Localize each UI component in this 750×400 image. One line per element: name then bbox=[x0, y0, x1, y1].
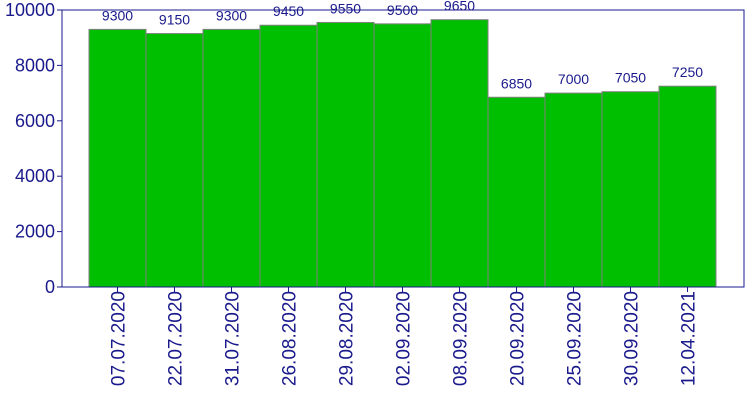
y-tick-label: 6000 bbox=[15, 111, 55, 131]
data-label: 9300 bbox=[102, 7, 133, 23]
bars-group bbox=[88, 19, 717, 288]
x-tick-label: 26.08.2020 bbox=[280, 291, 301, 386]
x-tick-label: 30.09.2020 bbox=[622, 291, 643, 386]
bar-07.07.2020 bbox=[88, 28, 147, 288]
data-label: 9450 bbox=[273, 3, 304, 19]
y-tick-label: 8000 bbox=[15, 55, 55, 75]
bar-08.09.2020 bbox=[430, 19, 489, 288]
bar-31.07.2020 bbox=[202, 28, 261, 288]
data-label: 9300 bbox=[216, 7, 247, 23]
x-tick-label: 12.04.2021 bbox=[679, 291, 700, 386]
x-tick-label: 31.07.2020 bbox=[223, 291, 244, 386]
bar-12.04.2021 bbox=[658, 85, 717, 288]
x-tick-label: 08.09.2020 bbox=[451, 291, 472, 386]
bar-30.09.2020 bbox=[601, 91, 660, 288]
data-label: 7050 bbox=[615, 70, 646, 86]
x-tick-label: 07.07.2020 bbox=[109, 291, 130, 386]
x-tick-label: 22.07.2020 bbox=[166, 291, 187, 386]
data-label: 7250 bbox=[672, 64, 703, 80]
y-tick-label: 4000 bbox=[15, 166, 55, 186]
plot-frame bbox=[61, 9, 745, 288]
x-tick-label: 02.09.2020 bbox=[394, 291, 415, 386]
data-label: 9150 bbox=[159, 12, 190, 28]
bar-26.08.2020 bbox=[259, 24, 318, 288]
x-axis: 07.07.2020 22.07.2020 31.07.2020 26.08.2020… bbox=[109, 287, 700, 386]
y-tick-label: 2000 bbox=[15, 222, 55, 242]
data-label: 7000 bbox=[558, 71, 589, 87]
x-tick-label: 29.08.2020 bbox=[337, 291, 358, 386]
data-label: 9550 bbox=[330, 0, 361, 16]
x-tick-label: 20.09.2020 bbox=[508, 291, 529, 386]
x-tick-label: 25.09.2020 bbox=[565, 291, 586, 386]
y-tick-label: 10000 bbox=[5, 0, 55, 20]
bar-29.08.2020 bbox=[316, 21, 375, 288]
data-label: 9650 bbox=[444, 0, 475, 14]
data-label: 6850 bbox=[501, 75, 532, 91]
y-axis: 0 2000 4000 6000 8000 10000 bbox=[5, 0, 62, 297]
bar-20.09.2020 bbox=[487, 96, 546, 288]
bar-22.07.2020 bbox=[145, 33, 204, 288]
bar-25.09.2020 bbox=[544, 92, 603, 288]
bar-02.09.2020 bbox=[373, 23, 432, 288]
y-tick-label: 0 bbox=[45, 277, 55, 297]
